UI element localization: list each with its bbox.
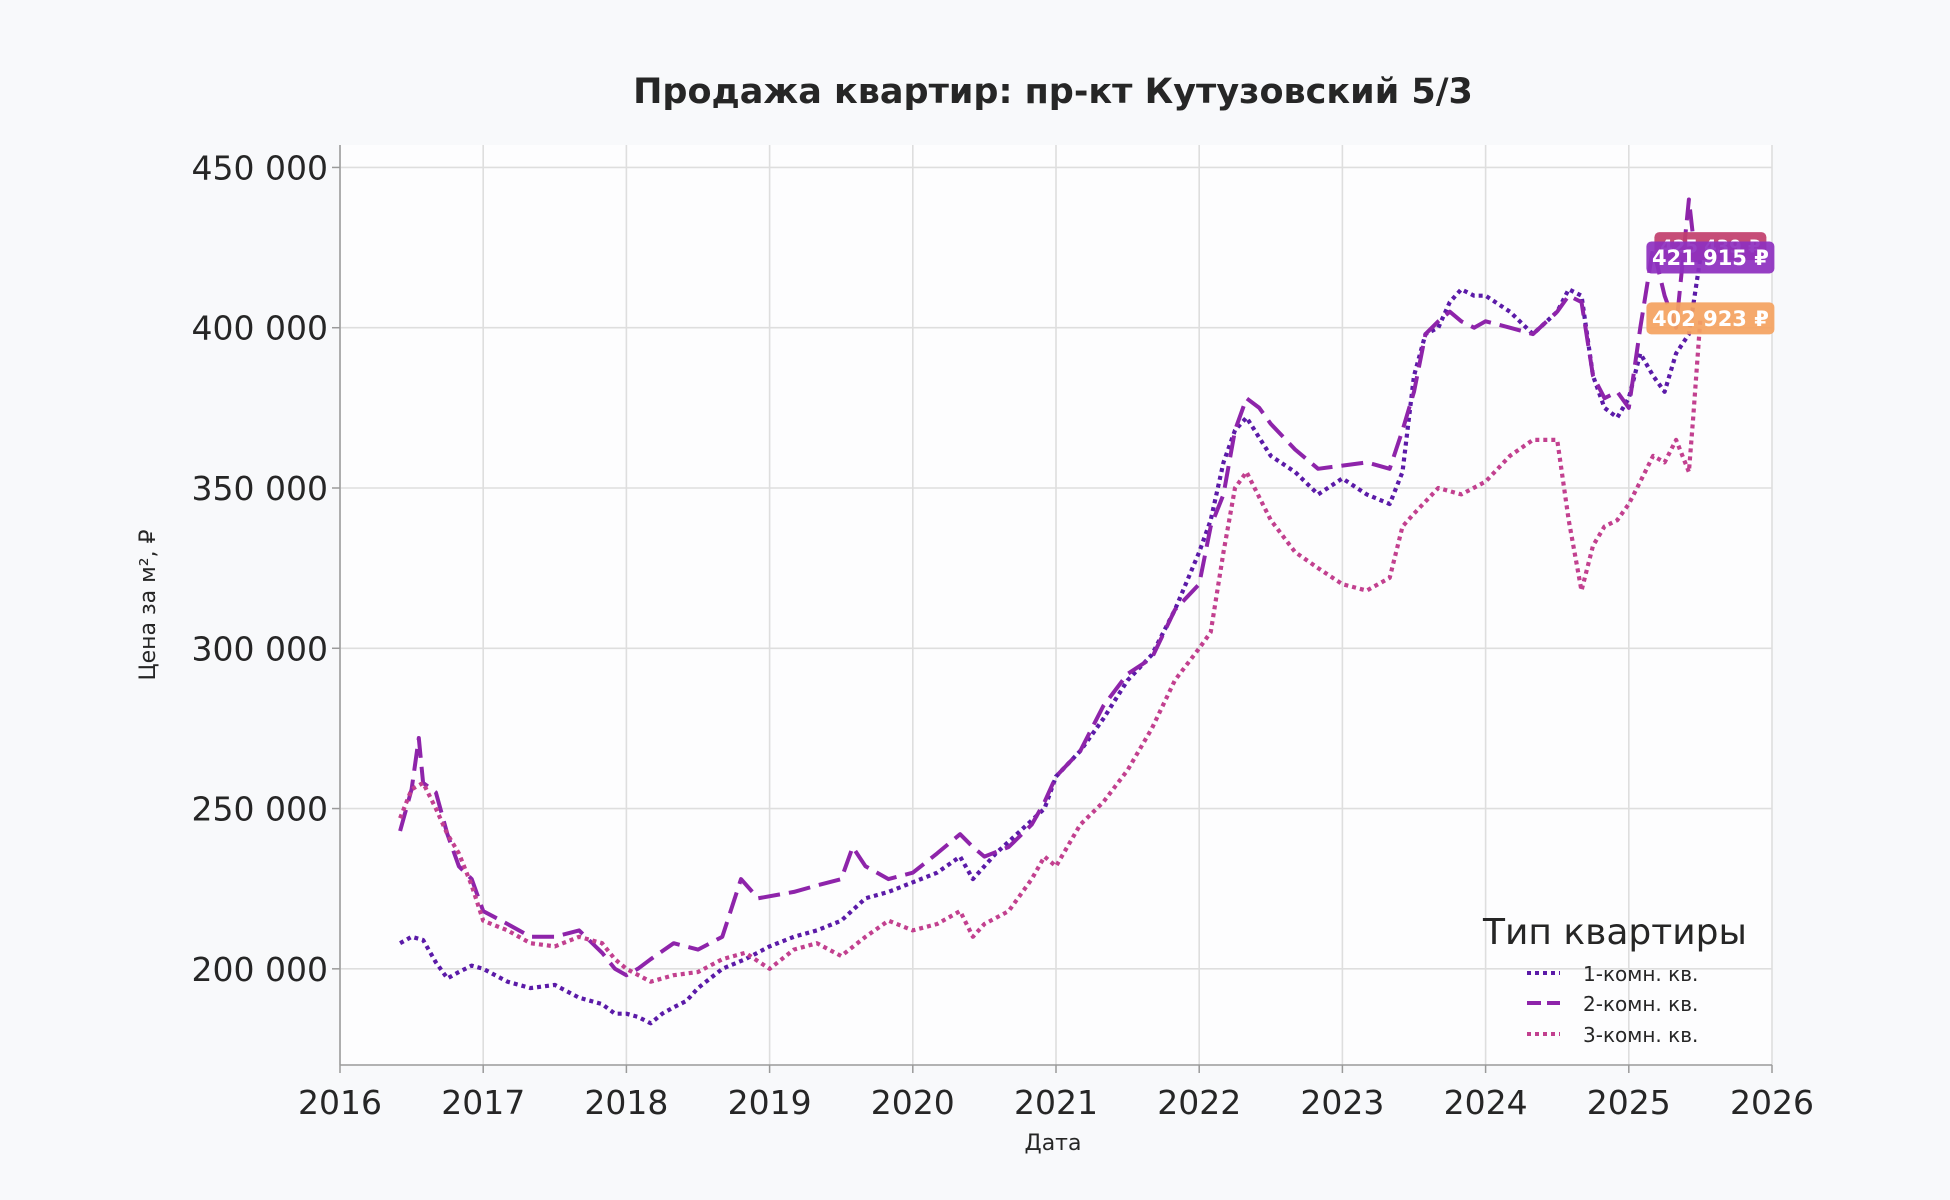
end-label-3-room-box [1646, 302, 1775, 335]
grid [339, 145, 1773, 1065]
series-2-room-line [398, 197, 1703, 978]
x-tick-label-2019: 2019 [728, 1083, 812, 1122]
end-label-3-room: 402 923 ₽ [1646, 302, 1775, 335]
series-3-room-line [398, 318, 1703, 984]
x-tick-label-2017: 2017 [441, 1083, 525, 1122]
end-label-3-room-text: 402 923 ₽ [1652, 307, 1769, 331]
end-label-1-room-text: 421 915 ₽ [1652, 246, 1769, 270]
y-tick-label-400000: 400 000 [192, 309, 328, 348]
y-tick-label-300000: 300 000 [192, 629, 328, 668]
end-label-1-room-box [1646, 241, 1775, 274]
x-tick-label-2018: 2018 [584, 1083, 668, 1122]
end-value-labels: 425 439 ₽421 915 ₽402 923 ₽ [1646, 232, 1775, 335]
legend: Тип квартиры 1-комн. кв. 2-комн. кв. 3-к… [1482, 912, 1747, 1047]
x-tick-label-2026: 2026 [1730, 1083, 1814, 1122]
x-tick-label-2025: 2025 [1587, 1083, 1671, 1122]
end-label-1-room: 421 915 ₽ [1646, 241, 1775, 274]
y-axis-label: Цена за м², ₽ [136, 529, 161, 680]
x-tick-label-2023: 2023 [1300, 1083, 1384, 1122]
y-tick-label-200000: 200 000 [192, 950, 328, 989]
x-tick-label-2024: 2024 [1444, 1083, 1528, 1122]
y-tick-label-450000: 450 000 [192, 148, 328, 187]
legend-label-1-room: 1-комн. кв. [1583, 962, 1698, 986]
x-tick-label-2020: 2020 [871, 1083, 955, 1122]
x-tick-label-2021: 2021 [1014, 1083, 1098, 1122]
x-axis-label: Дата [1025, 1131, 1082, 1156]
x-tick-label-2022: 2022 [1157, 1083, 1241, 1122]
legend-label-3-room: 3-комн. кв. [1583, 1023, 1698, 1047]
tick-labels: 2016 2017 2018 2019 2020 2021 2022 2023 2024 2025… [192, 145, 1814, 1122]
x-tick-label-2016: 2016 [298, 1083, 382, 1122]
series-lines [398, 197, 1703, 1026]
legend-title: Тип квартиры [1482, 912, 1747, 953]
y-tick-label-350000: 350 000 [192, 469, 328, 508]
y-tick-label-250000: 250 000 [192, 790, 328, 829]
legend-label-2-room: 2-комн. кв. [1583, 992, 1698, 1016]
chart-title: Продажа квартир: пр-кт Кутузовский 5/3 [633, 72, 1473, 112]
